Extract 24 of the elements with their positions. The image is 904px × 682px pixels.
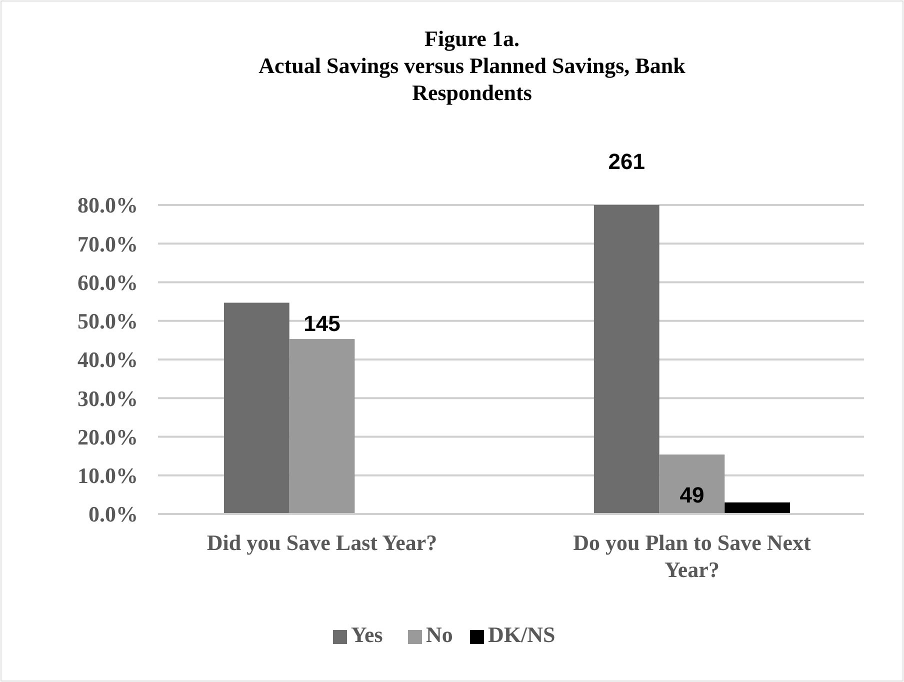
legend-label: DK/NS [488,622,556,647]
bar [659,454,725,514]
y-tick-label: 80.0% [78,192,138,218]
legend-label: No [426,622,453,647]
annotation: 49 [680,482,704,508]
bar [724,502,790,514]
y-tick-label: 70.0% [78,231,138,256]
chart-title: Figure 1a. [424,26,520,51]
y-tick-label: 40.0% [78,347,138,372]
y-tick-label: 0.0% [88,502,138,527]
y-tick-label: 50.0% [78,308,138,334]
y-tick-label: 30.0% [78,386,138,411]
legend-label: Yes [351,622,384,647]
text: 261 [608,149,645,174]
bar [224,302,290,514]
chart-subtitle: Actual Savings versus Planned Savings, Bank Respondents [258,53,686,105]
annotation: 145 [304,311,340,336]
y-tick-label: 60.0% [78,270,138,295]
x-tick-label: Did you Save Last Year? [206,530,438,555]
x-tick-label: Do you Plan to Save Next Year? [573,530,812,582]
bar [594,205,660,514]
y-tick-label: 20.0% [78,424,138,450]
y-tick-label: 10.0% [78,463,138,488]
bar [289,339,355,514]
